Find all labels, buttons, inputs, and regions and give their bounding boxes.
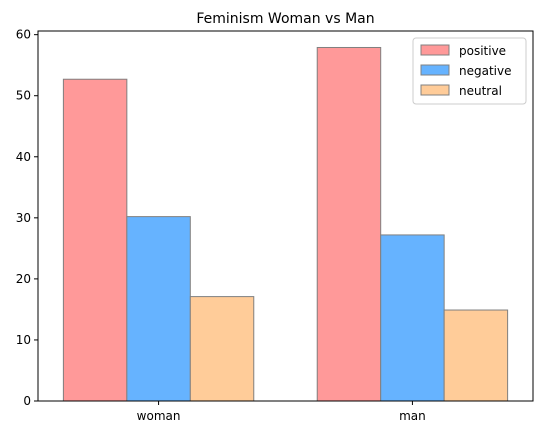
y-tick-label: 40 (16, 150, 31, 164)
x-tick-label: woman (137, 409, 181, 423)
legend-swatch-positive (420, 44, 450, 56)
legend: positive negative neutral (412, 37, 527, 105)
y-tick-label: 60 (16, 28, 31, 42)
y-tick-label: 10 (16, 333, 31, 347)
axes-group: 0 10 20 30 40 50 60 woman man (16, 28, 534, 423)
legend-label-positive: positive (459, 44, 506, 58)
legend-label-neutral: neutral (459, 84, 502, 98)
bar-positive-woman (62, 78, 128, 402)
bar-positive-man (316, 46, 382, 402)
chart-title: Feminism Woman vs Man (196, 11, 374, 27)
y-tick-label: 20 (16, 272, 31, 286)
y-tick-label: 0 (23, 394, 31, 408)
bar-neutral-man (443, 309, 509, 402)
plot-frame (37, 30, 534, 402)
legend-swatch-negative (420, 64, 450, 76)
y-tick-label: 30 (16, 211, 31, 225)
bars-group (62, 46, 509, 402)
bar-neutral-woman (189, 296, 255, 402)
y-tick-label: 50 (16, 89, 31, 103)
bar-negative-woman (126, 216, 191, 402)
x-tick-label: man (399, 409, 426, 423)
bar-negative-man (380, 234, 445, 402)
legend-swatch-neutral (420, 84, 450, 96)
legend-label-negative: negative (459, 64, 511, 78)
